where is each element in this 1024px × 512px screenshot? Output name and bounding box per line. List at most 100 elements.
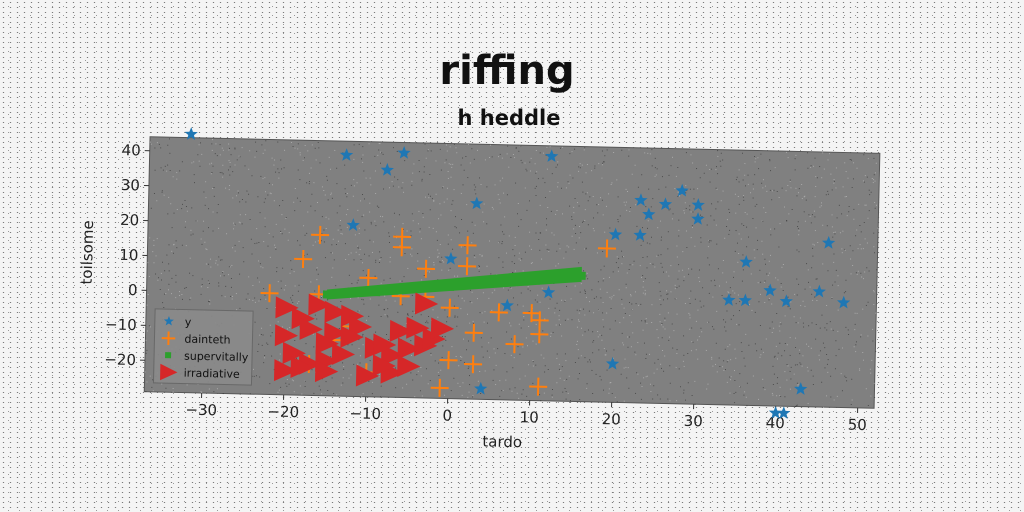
irradiative-marker	[397, 337, 421, 360]
legend-label: dainteth	[184, 333, 230, 347]
irradiative-marker	[430, 317, 455, 340]
irradiative-marker	[422, 327, 446, 350]
dainteth-marker	[440, 298, 459, 317]
irradiative-marker	[380, 344, 405, 367]
y-marker	[545, 149, 559, 163]
supervitally-marker	[322, 290, 332, 299]
supervitally-marker	[446, 282, 455, 291]
y-marker	[634, 193, 648, 207]
series-irradiative	[273, 292, 455, 387]
y-marker	[339, 148, 354, 161]
dainteth-marker	[464, 323, 483, 342]
irradiative-marker	[340, 325, 364, 348]
dainteth-marker	[359, 268, 378, 287]
x-axis-label: tardo	[482, 432, 522, 451]
y-marker	[500, 298, 514, 312]
legend-label: y	[185, 316, 192, 329]
y-marker	[738, 293, 752, 307]
dainteth-marker	[294, 250, 313, 269]
dainteth-marker	[530, 325, 549, 344]
y-marker	[739, 255, 753, 268]
y-marker	[675, 183, 689, 197]
y-tick-label: 40	[121, 141, 140, 159]
irradiative-marker	[406, 316, 430, 339]
legend-label: irradiative	[184, 367, 241, 381]
irradiative-marker	[273, 359, 298, 382]
y-tick-label: 10	[119, 246, 138, 264]
y-marker	[691, 212, 705, 225]
y-marker	[691, 198, 705, 211]
irradiative-marker	[275, 296, 299, 319]
x-tick-label: 20	[602, 410, 621, 428]
supervitally-marker	[421, 282, 430, 291]
y-marker	[444, 251, 458, 265]
irradiative-marker	[315, 332, 339, 355]
y-marker	[184, 127, 198, 140]
dainteth-marker	[311, 225, 330, 244]
plot-area	[143, 136, 881, 409]
irradiative-marker	[373, 333, 397, 356]
irradiative-marker	[299, 317, 323, 340]
dainteth-marker	[464, 355, 483, 374]
x-tick-label: 0	[442, 406, 452, 424]
y-marker	[605, 356, 620, 370]
y-marker	[779, 294, 793, 308]
legend-marker	[163, 316, 174, 326]
y-marker	[470, 196, 484, 210]
x-tick-label: 10	[520, 408, 539, 426]
y-marker	[722, 293, 736, 306]
dainteth-marker	[439, 351, 458, 370]
y-marker	[821, 235, 836, 249]
irradiative-marker	[324, 321, 348, 344]
irradiative-marker	[340, 304, 365, 327]
dainteth-marker	[260, 284, 279, 303]
legend: y dainteth supervitally irradiative	[152, 308, 254, 386]
irradiative-marker	[314, 360, 339, 383]
supervitally-marker	[347, 287, 356, 296]
dainteth-marker	[392, 238, 411, 257]
y-marker	[608, 227, 623, 241]
dainteth-marker	[489, 303, 508, 322]
y-marker	[541, 285, 556, 299]
y-tick-label: 20	[120, 211, 139, 229]
y-tick-label: 0	[128, 281, 138, 299]
irradiative-marker	[308, 293, 332, 316]
y-marker	[474, 381, 488, 395]
y-tick-label: 30	[121, 176, 140, 194]
irradiative-marker	[372, 354, 396, 377]
irradiative-marker	[348, 315, 373, 338]
legend-marker	[160, 363, 178, 381]
series-supervitally	[322, 266, 586, 300]
plot-noise	[144, 138, 879, 408]
x-tick-label: 40	[766, 414, 785, 432]
y-marker	[633, 228, 647, 241]
irradiative-marker	[331, 343, 356, 366]
y-marker	[794, 382, 808, 395]
y-marker	[380, 163, 394, 176]
irradiative-marker	[291, 307, 315, 330]
dainteth-marker	[505, 335, 524, 354]
dainteth-marker	[529, 377, 548, 396]
x-tick-label: −30	[185, 401, 217, 420]
legend-box	[152, 308, 254, 386]
irradiative-marker	[414, 292, 439, 315]
y-marker	[658, 197, 673, 211]
x-tick-label: 50	[848, 416, 867, 434]
y-marker	[642, 207, 656, 221]
irradiative-marker	[397, 354, 421, 377]
chart-marks	[184, 127, 851, 419]
x-tick-label: 30	[684, 412, 703, 430]
x-tick-label: −10	[349, 404, 381, 423]
supervitally-marker	[372, 288, 381, 297]
supervitally-band	[326, 266, 582, 300]
y-axis-label: toilsome	[78, 220, 97, 285]
dainteth-marker	[430, 378, 449, 397]
legend-label: supervitally	[184, 350, 249, 364]
chart-subtitle: h heddle	[458, 106, 561, 130]
axes: −30 −20 −10 0 10 20 30 40 50 −20 −10 0 10 20 30 40	[104, 141, 867, 434]
plot-region: −30 −20 −10 0 10 20 30 40 50 −20 −10 0 10 20 30 40 y dai…	[78, 127, 881, 451]
irradiative-marker	[282, 341, 306, 364]
y-marker	[768, 406, 783, 419]
legend-marker	[165, 352, 172, 359]
